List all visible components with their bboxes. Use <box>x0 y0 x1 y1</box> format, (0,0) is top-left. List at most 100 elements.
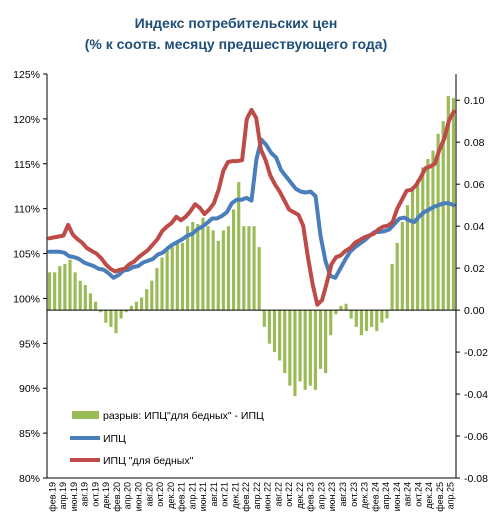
right-tick-label: 0.10 <box>464 95 485 107</box>
x-tick-label: окт.19 <box>90 482 100 507</box>
gap-bar <box>160 257 164 311</box>
gap-bar <box>221 230 225 311</box>
gap-bar <box>349 310 353 319</box>
gap-bar <box>124 310 128 313</box>
x-tick-label: апр.19 <box>58 482 68 509</box>
left-tick-label: 90% <box>19 383 40 395</box>
gap-bar <box>400 221 404 311</box>
gap-bar <box>313 310 317 390</box>
right-tick-label: -0.02 <box>464 347 488 359</box>
gap-bar <box>380 310 384 323</box>
gap-bar <box>180 242 185 311</box>
gap-bar <box>359 310 363 336</box>
line-series <box>47 107 456 307</box>
right-tick-label: 0.04 <box>464 221 485 233</box>
gap-bar <box>211 230 215 311</box>
legend: разрыв: ИПЦ"для бедных" - ИПЦ ИПЦ ИПЦ "для… <box>70 410 264 467</box>
x-tick-label: апр.24 <box>381 482 391 509</box>
right-tick-label: 0.06 <box>464 179 485 191</box>
gap-bar <box>267 310 271 344</box>
gap-bar <box>150 280 154 311</box>
legend-swatch <box>72 411 99 419</box>
x-tick-label: фев.24 <box>370 482 380 512</box>
gap-bar <box>364 310 369 332</box>
legend-label: разрыв: ИПЦ"для бедных" - ИПЦ <box>103 410 264 422</box>
x-tick-label: дек.19 <box>101 482 111 509</box>
gap-bar <box>145 289 149 311</box>
gap-bar <box>252 226 256 311</box>
legend-label: ИПЦ "для бедных" <box>103 455 194 467</box>
gap-bar <box>191 221 195 311</box>
x-tick-label: дек.20 <box>166 482 176 509</box>
left-tick-label: 105% <box>13 249 40 261</box>
gap-bar <box>410 188 415 311</box>
x-tick-label: апр.25 <box>446 482 456 509</box>
x-tick-label: авг.21 <box>209 482 219 506</box>
x-tick-label: окт.21 <box>220 482 230 507</box>
gap-bar <box>73 272 77 311</box>
gap-bar <box>129 305 133 311</box>
gap-bar <box>119 310 123 319</box>
x-tick-label: фев.25 <box>435 482 445 512</box>
gap-bar <box>441 121 445 311</box>
gap-bar <box>324 310 328 374</box>
gap-bar <box>395 242 399 311</box>
cpi-line <box>47 137 456 280</box>
gap-bar <box>436 133 440 311</box>
gap-bar <box>288 310 292 386</box>
gap-bar <box>262 310 266 327</box>
gap-bar <box>318 310 323 369</box>
chart-title-line-2: (% к соотв. месяцу предшествующего года) <box>85 36 388 52</box>
x-tick-label: окт.22 <box>284 482 294 507</box>
x-tick-label: авг.22 <box>273 482 283 506</box>
gap-bar <box>405 205 410 311</box>
gap-bar <box>175 242 179 311</box>
x-tick-label: июн.23 <box>327 482 337 511</box>
gap-bar <box>155 268 159 311</box>
gap-bar <box>83 284 87 311</box>
x-tick-label: фев.23 <box>306 482 316 512</box>
gap-bar <box>421 167 425 311</box>
gap-bar <box>104 310 108 323</box>
left-tick-label: 115% <box>14 159 40 171</box>
right-tick-label: -0.08 <box>464 473 488 485</box>
left-tick-label: 80% <box>19 473 40 485</box>
gap-bar <box>165 249 169 311</box>
legend-item-cpi: ИПЦ <box>70 433 126 445</box>
gap-bar <box>226 226 231 311</box>
gap-bar <box>370 310 374 327</box>
x-tick-label: окт.20 <box>155 482 165 507</box>
gap-bar <box>170 247 174 311</box>
gap-bar <box>196 224 200 311</box>
x-tick-label: окт.23 <box>349 482 359 507</box>
x-tick-label: дек.21 <box>230 482 240 509</box>
gap-bar <box>93 301 98 311</box>
gap-bar <box>354 310 358 327</box>
gap-bar <box>390 263 394 311</box>
left-tick-label: 95% <box>19 338 40 350</box>
gap-bar <box>78 280 82 311</box>
x-tick-label: фев.21 <box>177 482 187 512</box>
gap-bar <box>232 209 236 311</box>
left-tick-label: 120% <box>13 114 40 126</box>
right-tick-label: -0.06 <box>464 431 488 443</box>
gap-bar <box>201 217 205 311</box>
x-tick-label: авг.24 <box>403 482 413 506</box>
x-tick-label: июн.21 <box>198 482 208 511</box>
gap-bar <box>334 310 338 315</box>
gap-bar <box>385 310 389 319</box>
gap-bar <box>257 247 261 311</box>
x-tick-label: июн.20 <box>133 482 143 511</box>
gap-bar <box>134 301 139 311</box>
gap-bar <box>272 310 277 353</box>
gap-bar <box>426 159 430 311</box>
left-tick-label: 125% <box>13 69 40 81</box>
x-tick-label: июн.24 <box>392 482 402 511</box>
left-tick-label: 85% <box>19 428 40 440</box>
gap-bar <box>375 310 379 332</box>
x-tick-label: апр.22 <box>252 482 262 509</box>
x-tick-label: дек.24 <box>424 482 434 509</box>
x-tick-label: апр.20 <box>123 482 133 509</box>
